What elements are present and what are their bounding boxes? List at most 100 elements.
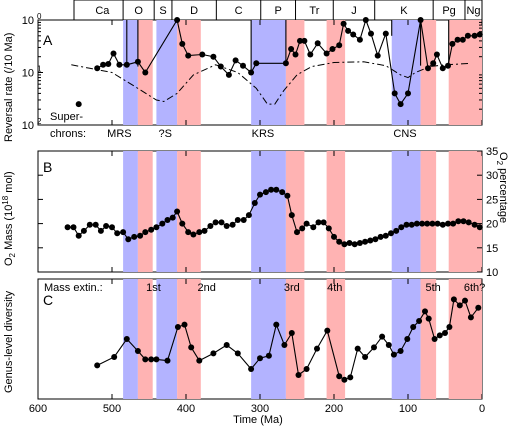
oxygen-series-0-point: [64, 224, 71, 231]
diversity-series-0-point: [442, 330, 448, 336]
band-2-panel-1: [156, 151, 178, 272]
oxygen-series-0-point: [450, 220, 457, 227]
diversity-series-0-point: [354, 345, 361, 352]
oxygen-series-0-point: [372, 236, 379, 243]
y-right-tick-label: 15: [486, 243, 498, 255]
mass-extinction-title: Mass extin.:: [44, 282, 103, 294]
period-label-Pg: Pg: [442, 5, 455, 17]
oxygen-series-0-point: [201, 227, 208, 234]
diversity-series-0-point: [410, 324, 417, 330]
x-tick-label: 100: [399, 403, 417, 415]
oxygen-series-0-point: [398, 224, 405, 231]
oxygen-series-0-point: [320, 219, 327, 226]
diversity-series-0-point: [257, 355, 263, 362]
band-0-panel-0: [123, 20, 138, 125]
oxygen-series-0-point: [218, 219, 225, 226]
y-tick-label: 10: [22, 120, 34, 132]
reversal-series-0-point: [307, 51, 314, 58]
reversal-series-0-point: [345, 27, 352, 34]
period-label-O: O: [134, 5, 143, 17]
period-label-S: S: [159, 5, 166, 17]
band-4-panel-2: [251, 279, 286, 399]
reversal-series-0-point: [210, 53, 217, 60]
reversal-series-0-point: [439, 65, 446, 72]
oxygen-series-0-point: [125, 236, 132, 243]
oxygen-series-0-point: [137, 232, 144, 239]
band-1-panel-1: [137, 151, 153, 272]
diversity-series-0-point: [248, 366, 255, 372]
reversal-series-0-point: [368, 30, 374, 37]
y-right-tick-label: 10: [486, 267, 498, 279]
oxygen-series-0-point: [341, 241, 348, 248]
diversity-series-0-point: [450, 296, 457, 303]
oxygen-series-0-point: [362, 238, 369, 245]
diversity-series-0-point: [223, 342, 230, 348]
oxygen-series-0-point: [288, 212, 295, 219]
panel-b-right-axis-title: O2 percentage: [495, 152, 509, 223]
reversal-series-0-point: [288, 46, 295, 52]
oxygen-series-0-point: [174, 208, 181, 215]
diversity-series-0-point: [475, 304, 482, 311]
oxygen-series-0-point: [196, 229, 203, 236]
diversity-series-0-point: [436, 332, 443, 339]
diversity-series-0-point: [134, 348, 141, 354]
reversal-series-0-point: [350, 31, 357, 38]
band-5-panel-2: [285, 279, 305, 399]
oxygen-series-0-point: [262, 189, 269, 196]
diversity-series-0-point: [303, 366, 310, 372]
oxygen-series-0-point: [315, 219, 322, 226]
period-label-Ng: Ng: [466, 5, 480, 17]
oxygen-series-0-point: [382, 232, 389, 239]
mass-extinction-label: 4th: [327, 282, 342, 294]
diversity-series-0-point: [314, 345, 320, 352]
oxygen-series-0-point: [159, 220, 166, 227]
y-right-tick-label: 20: [486, 219, 498, 231]
band-6-panel-0: [326, 20, 346, 125]
panel-a-y-axis-title: Reversal rate (/10 Ma): [3, 33, 15, 142]
oxygen-series-0-point: [251, 200, 258, 206]
oxygen-series-0-point: [229, 221, 236, 228]
oxygen-series-0-point: [408, 221, 415, 228]
oxygen-series-0-point: [294, 229, 300, 236]
oxygen-series-0-point: [403, 221, 410, 228]
oxygen-series-0-point: [299, 225, 306, 232]
y-tick-label: 10: [22, 68, 34, 80]
oxygen-series-0-point: [356, 240, 363, 246]
oxygen-series-0-point: [424, 220, 431, 227]
band-4-panel-1: [251, 151, 286, 272]
reversal-series-0-point: [417, 17, 424, 23]
oxygen-series-0-point: [80, 227, 87, 234]
diversity-series-0-point: [371, 344, 377, 351]
oxygen-series-0-point: [148, 226, 155, 233]
oxygen-series-0-point: [310, 224, 317, 231]
reversal-series-0-point: [110, 50, 117, 57]
band-1-panel-2: [137, 279, 153, 399]
diversity-series-0-point: [379, 333, 386, 340]
superchron-label: ?S: [159, 128, 172, 140]
diversity-series-0-point: [281, 342, 288, 348]
reversal-series-0-point: [356, 36, 363, 43]
svg-text:O2 percentage: O2 percentage: [495, 152, 509, 223]
mass-extinction-label: 6th?: [464, 282, 485, 294]
oxygen-series-0-point: [70, 224, 77, 231]
oxygen-series-0-point: [460, 218, 467, 225]
period-label-P: P: [274, 5, 281, 17]
oxygen-series-0-point: [223, 223, 230, 229]
mass-extinction-label: 1st: [146, 282, 161, 294]
diversity-series-0-point: [425, 315, 432, 322]
reversal-series-0-point: [314, 40, 321, 47]
y-tick-exponent: 0: [37, 12, 42, 21]
period-label-D: D: [190, 5, 198, 17]
oxygen-series-0-point: [207, 223, 214, 229]
oxygen-series-0-point: [257, 191, 263, 198]
oxygen-series-0-point: [471, 221, 478, 228]
reversal-series-0-point: [301, 37, 308, 44]
band-0-panel-2: [123, 279, 138, 399]
reversal-series-0-point: [430, 60, 437, 67]
diversity-series-0-point: [123, 336, 130, 342]
diversity-series-0-point: [446, 324, 453, 330]
oxygen-series-0-point: [377, 233, 384, 240]
diversity-series-0-point: [416, 318, 423, 324]
reversal-series-0-line: [96, 18, 480, 106]
reversal-series-0-point: [94, 65, 101, 72]
